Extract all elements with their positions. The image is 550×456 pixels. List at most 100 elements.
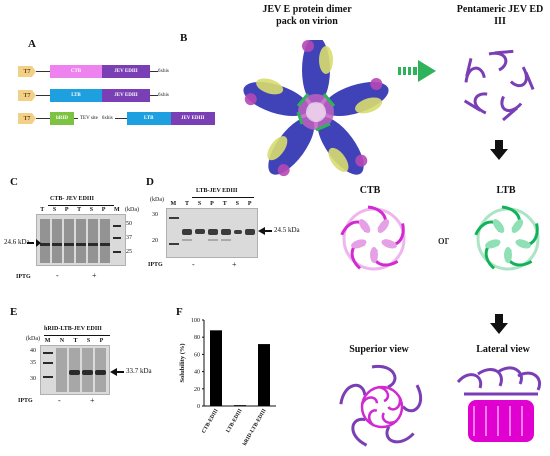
lane-label: T [185, 201, 190, 207]
lane-label: M [114, 207, 120, 213]
gel-c-minus: - [56, 271, 59, 280]
panel-e-label: E [10, 306, 18, 318]
dimer-title: JEV E protein dimer pack on virion [262, 4, 352, 27]
construct-ctb-edIII: T7 CTB JEV EDIII 6xhis [18, 65, 169, 78]
marker-50: 50 [126, 221, 132, 227]
band-arrow-icon [258, 227, 272, 235]
gel-c-title: CTB- JEV EDIII [50, 196, 94, 202]
marker-20: 20 [152, 238, 158, 244]
y-tick-label: 80 [194, 335, 200, 341]
marker-25: 25 [126, 249, 132, 255]
gel-e-iptg: IPTG [18, 398, 33, 404]
gel-e-minus: - [58, 396, 61, 405]
superior-view-label: Superior view [349, 344, 409, 355]
gel-d-lane-labels: M T S P T S P [166, 201, 256, 207]
marker-30: 30 [152, 212, 158, 218]
gel-d-units: (kDa) [150, 197, 164, 203]
lateral-view-structure [456, 366, 541, 442]
ctb-pentamer-structure [340, 205, 406, 271]
gel-d-title: LTB-JEV EDIII [196, 188, 238, 194]
lane-label: T [40, 207, 45, 213]
edIII-domain: JEV EDIII [102, 89, 150, 102]
gel-e-plus: + [90, 396, 95, 405]
marker-40: 40 [30, 348, 36, 354]
ltb-domain: LTB [126, 112, 171, 125]
x-tick-label: hRID-LTB-EDIII [242, 408, 268, 447]
jev-dimer-virion-structure [243, 40, 389, 177]
gel-e-image [40, 345, 110, 395]
band-arrow-icon [27, 239, 41, 247]
gel-d-band-size: 24.5 kDa [274, 226, 300, 234]
lane-label: T [77, 207, 82, 213]
t7-promoter: T7 [18, 113, 36, 124]
hrid-domain: hRID [50, 112, 74, 125]
ltb-domain: LTB [50, 89, 102, 102]
down-arrow-icon [490, 314, 508, 334]
band-arrow-icon [110, 368, 124, 376]
lane-label: S [197, 201, 202, 207]
gel-d-image [166, 208, 258, 258]
gel-e-band-size: 33.7 kDa [126, 367, 152, 375]
y-axis-label: Solubility (%) [179, 343, 186, 382]
down-arrow-icon [490, 140, 508, 160]
panel-b-label: B [180, 32, 188, 44]
t7-promoter: T7 [18, 66, 36, 77]
panel-a-label: A [28, 38, 36, 50]
lane-label: T [222, 201, 227, 207]
x-tick-label: LTB-EDIII [225, 408, 243, 434]
edIII-domain: JEV EDIII [170, 112, 215, 125]
panel-f-label: F [176, 306, 183, 318]
pentamer-title: Pentameric JEV ED III [456, 4, 544, 27]
bar [258, 344, 270, 406]
his-tag: 6xhis [158, 93, 169, 98]
edIII-domain: JEV EDIII [102, 65, 150, 78]
y-tick-label: 40 [194, 370, 200, 376]
t7-promoter: T7 [18, 90, 36, 101]
tev-site: TEV site [80, 116, 98, 121]
lane-label: M [44, 338, 51, 344]
lane-label: S [52, 207, 57, 213]
lane-label: P [101, 207, 106, 213]
lane-label: P [210, 201, 214, 207]
construct-ltb-edIII: T7 LTB JEV EDIII 6xhis [18, 89, 169, 102]
bar [234, 405, 246, 407]
superior-view-structure [339, 364, 423, 447]
lane-label: S [86, 338, 91, 344]
or-label: or [438, 232, 449, 247]
gel-c-iptg: IPTG [16, 274, 31, 280]
gel-d-plus: + [232, 260, 237, 269]
gel-e-title: hRID-LTB-JEV EDIII [44, 326, 102, 332]
ctb-domain: CTB [50, 65, 102, 78]
lane-label: T [73, 338, 78, 344]
pentameric-edIII-structure [463, 49, 535, 122]
lane-label: P [64, 207, 69, 213]
lane-label: M [170, 201, 177, 207]
marker-37: 37 [126, 235, 132, 241]
solubility-bar-chart: 0 20 40 60 80 100 Solubility (%) CTB-EDIII LTB-E… [179, 318, 276, 447]
gel-c-units: (kDa) [125, 207, 139, 213]
construct-hrid-ltb-edIII: T7 hRID TEV site 6xhis LTB JEV EDIII [18, 112, 215, 125]
x-tick-label: CTB-EDIII [201, 408, 220, 435]
lane-label: P [99, 338, 104, 344]
gel-e-units: (kDa) [26, 336, 40, 342]
bar [210, 330, 222, 406]
marker-35: 35 [30, 360, 36, 366]
gel-c-band-size: 24.6 kDa [4, 238, 30, 246]
gel-e-lane-labels: M N T S P [40, 338, 108, 344]
lane-label: S [89, 207, 94, 213]
panel-d-label: D [146, 176, 154, 188]
gel-c-lane-labels: T S P T S P M [36, 207, 124, 213]
lane-label: P [247, 201, 252, 207]
ltb-label: LTB [496, 185, 516, 196]
gel-d-minus: - [192, 260, 195, 269]
gel-c-image [36, 214, 126, 266]
lane-label: S [235, 201, 239, 207]
green-transition-arrow [398, 60, 436, 82]
y-tick-label: 100 [191, 318, 200, 324]
y-tick-label: 60 [194, 352, 200, 358]
lane-label: N [59, 338, 65, 344]
lateral-view-label: Lateral view [476, 344, 530, 355]
gel-d-iptg: IPTG [148, 262, 163, 268]
y-tick-label: 0 [197, 404, 200, 410]
y-tick-label: 20 [194, 387, 200, 393]
